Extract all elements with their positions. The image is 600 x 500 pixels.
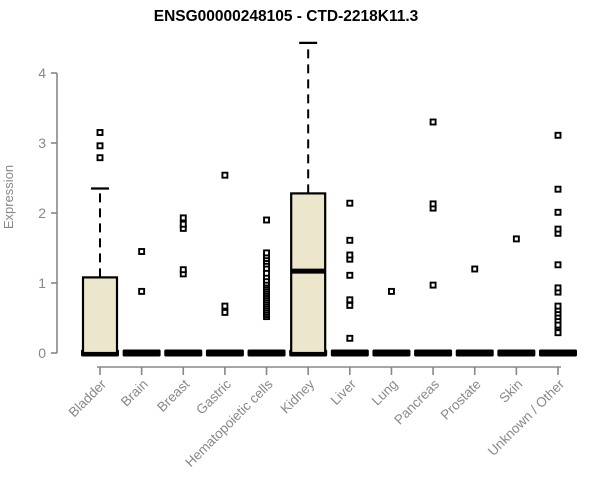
zero-bar-lung <box>372 349 411 357</box>
outlier-point-hematopoietic-cells <box>263 216 270 224</box>
x-tick-label-pancreas: Pancreas <box>391 376 442 427</box>
outlier-point-unknown-other <box>554 131 562 139</box>
x-tick-label-skin: Skin <box>496 377 525 406</box>
x-tick-label-unknown-other: Unknown / Other <box>485 376 568 459</box>
x-tick-label-lung: Lung <box>369 377 401 409</box>
outlier-point-gastric <box>221 302 229 310</box>
outlier-point-liver <box>346 271 354 279</box>
outlier-point-brain <box>138 248 146 255</box>
outlier-point-hematopoietic-cells <box>263 249 270 257</box>
zero-bar-brain <box>122 349 161 357</box>
y-tick-label: 0 <box>38 345 46 361</box>
x-tick-label-breast: Breast <box>154 376 192 414</box>
outlier-point-pancreas <box>429 200 437 208</box>
zero-bar-hematopoietic-cells <box>247 349 286 357</box>
y-tick-label: 1 <box>38 275 46 291</box>
outlier-point-unknown-other <box>554 261 562 269</box>
outlier-point-unknown-other <box>554 225 562 233</box>
y-tick-label: 3 <box>38 135 46 151</box>
zero-bar-breast <box>164 349 203 357</box>
y-tick-label: 4 <box>38 65 46 81</box>
x-tick-label-brain: Brain <box>118 377 151 410</box>
outlier-point-skin <box>512 235 520 243</box>
outlier-point-liver <box>346 301 354 309</box>
zero-bar-unknown-other <box>539 349 577 357</box>
outlier-point-liver <box>346 334 354 342</box>
zero-bar-gastric <box>205 349 244 357</box>
outlier-point-unknown-other <box>554 329 562 337</box>
y-tick-label: 2 <box>38 205 46 221</box>
zero-bar-prostate <box>455 349 494 357</box>
y-axis-label: Expression <box>1 165 16 229</box>
outlier-point-liver <box>346 236 354 244</box>
outlier-point-unknown-other <box>554 284 562 292</box>
zero-bar-pancreas <box>414 349 453 357</box>
outlier-point-breast <box>179 214 187 222</box>
x-tick-label-prostate: Prostate <box>438 377 484 423</box>
outlier-point-bladder <box>96 142 104 150</box>
outlier-point-bladder <box>96 154 104 162</box>
outlier-point-pancreas <box>429 281 437 289</box>
zero-bar-liver <box>330 349 369 357</box>
x-tick-label-liver: Liver <box>328 376 360 408</box>
outlier-point-prostate <box>471 265 479 273</box>
chart-title: ENSG00000248105 - CTD-2218K11.3 <box>154 8 419 25</box>
outlier-point-breast <box>179 266 187 274</box>
outlier-point-unknown-other <box>554 208 562 216</box>
outlier-point-liver <box>346 296 354 304</box>
x-tick-label-gastric: Gastric <box>193 376 234 417</box>
outlier-point-gastric <box>221 171 229 179</box>
box-bladder <box>81 276 119 355</box>
outlier-point-unknown-other <box>554 302 562 310</box>
outlier-point-unknown-other <box>554 185 562 193</box>
outlier-point-bladder <box>96 129 104 136</box>
outlier-point-pancreas <box>429 118 437 126</box>
outlier-point-brain <box>138 287 146 295</box>
outlier-point-liver <box>346 199 354 207</box>
x-tick-label-bladder: Bladder <box>66 376 110 420</box>
outlier-point-gastric <box>221 308 229 316</box>
outlier-point-lung <box>388 287 395 295</box>
outlier-point-breast <box>179 220 187 228</box>
x-tick-label-kidney: Kidney <box>278 376 318 416</box>
outlier-point-liver <box>346 251 354 259</box>
zero-bar-skin <box>497 349 536 357</box>
